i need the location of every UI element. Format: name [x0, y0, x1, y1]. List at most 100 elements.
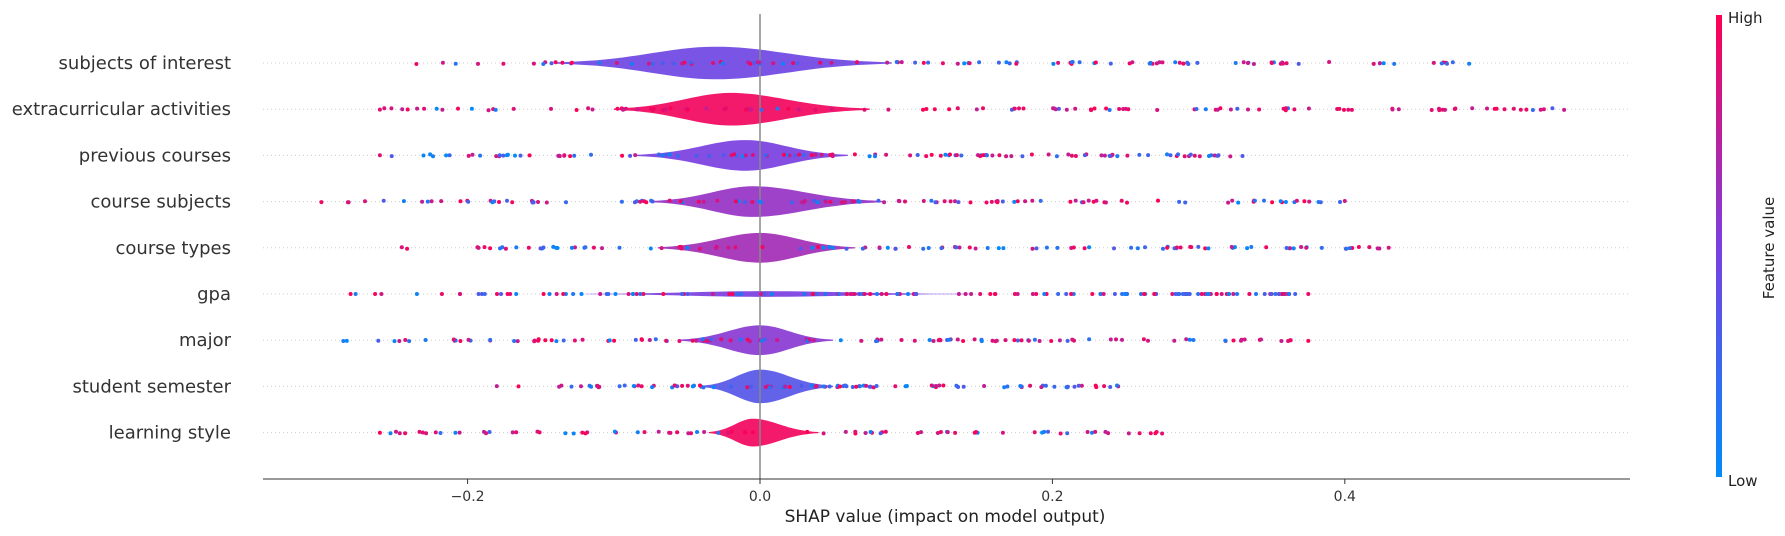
point-learning-style [656, 429, 661, 434]
point-course-subjects [1119, 198, 1124, 203]
point-course-types [885, 245, 890, 250]
point-extracurricular-activities [947, 107, 952, 112]
point-course-types [1034, 246, 1039, 251]
point-course-types [526, 245, 531, 250]
point-subjects-of-interest [1173, 60, 1178, 65]
point-subjects-of-interest [1381, 61, 1386, 66]
point-previous-courses [867, 154, 872, 159]
point-course-subjects [510, 200, 515, 205]
point-previous-courses [501, 153, 506, 158]
point-course-subjects [701, 199, 706, 204]
point-previous-courses [1240, 154, 1245, 158]
point-learning-style [743, 430, 747, 435]
point-student-semester [874, 384, 879, 388]
point-course-subjects [667, 198, 672, 203]
point-course-types [733, 245, 738, 250]
point-course-types [1249, 245, 1254, 249]
point-course-types [1055, 245, 1060, 250]
point-student-semester [787, 385, 792, 389]
point-extracurricular-activities [1337, 106, 1342, 111]
point-extracurricular-activities [1502, 107, 1507, 112]
point-learning-style [953, 430, 958, 435]
point-course-subjects [1183, 200, 1188, 205]
point-learning-style [883, 429, 888, 434]
point-previous-courses [981, 153, 986, 158]
point-gpa [963, 292, 968, 296]
point-student-semester [569, 384, 574, 389]
point-student-semester [1115, 383, 1119, 388]
feature-label-course-subjects: course subjects [90, 192, 231, 213]
point-previous-courses [447, 153, 452, 158]
point-previous-courses [660, 153, 665, 158]
point-course-types [985, 246, 990, 250]
point-learning-style [716, 430, 721, 435]
point-previous-courses [556, 153, 561, 158]
point-subjects-of-interest [1181, 61, 1186, 66]
point-learning-style [675, 430, 680, 435]
point-extracurricular-activities [1429, 108, 1434, 112]
point-major [607, 338, 612, 343]
point-student-semester [685, 383, 690, 388]
point-major [532, 338, 537, 343]
x-tick-label: 0.4 [1334, 489, 1356, 505]
point-learning-style [1046, 429, 1050, 434]
point-student-semester [631, 384, 636, 388]
point-subjects-of-interest [1431, 60, 1436, 65]
point-previous-courses [667, 152, 672, 157]
point-course-subjects [619, 199, 624, 204]
point-previous-courses [809, 153, 814, 158]
point-course-types [1178, 245, 1183, 250]
point-gpa [1187, 292, 1192, 296]
point-major [708, 337, 713, 342]
point-course-types [831, 245, 836, 250]
point-student-semester [867, 384, 872, 389]
point-previous-courses [954, 153, 959, 158]
point-learning-style [1032, 430, 1037, 435]
point-major [397, 339, 402, 343]
point-subjects-of-interest [746, 60, 751, 65]
point-extracurricular-activities [1538, 107, 1543, 112]
point-learning-style [453, 430, 458, 435]
point-student-semester [941, 383, 946, 388]
point-gpa [561, 292, 566, 296]
point-subjects-of-interest [996, 60, 1001, 65]
point-major [1306, 338, 1311, 343]
point-course-types [821, 245, 826, 250]
point-previous-courses [1066, 152, 1071, 157]
point-course-subjects [490, 200, 495, 205]
point-course-subjects [800, 200, 805, 205]
point-course-types [1304, 245, 1309, 250]
point-subjects-of-interest [752, 61, 757, 65]
point-major [947, 337, 952, 342]
point-course-types [996, 246, 1001, 251]
point-major [376, 338, 381, 343]
point-gpa [1056, 292, 1061, 296]
point-student-semester [748, 384, 753, 389]
point-course-types [1284, 246, 1289, 250]
point-student-semester [783, 384, 788, 389]
point-extracurricular-activities [1089, 108, 1094, 113]
point-learning-style [417, 429, 422, 434]
point-course-subjects [933, 200, 938, 205]
point-subjects-of-interest [720, 61, 725, 66]
point-major [1003, 338, 1008, 343]
point-major [677, 339, 682, 343]
point-subjects-of-interest [913, 60, 918, 65]
point-gpa [1206, 292, 1211, 296]
point-extracurricular-activities [981, 106, 985, 111]
point-course-subjects [995, 200, 1000, 205]
point-gpa [1219, 292, 1224, 296]
point-previous-courses [664, 152, 669, 157]
point-learning-style [1137, 431, 1142, 436]
point-extracurricular-activities [932, 107, 937, 112]
point-major [990, 338, 995, 343]
point-major [759, 338, 764, 343]
point-extracurricular-activities [549, 106, 553, 111]
point-extracurricular-activities [1073, 106, 1078, 111]
violin-course-types [657, 232, 855, 263]
point-student-semester [650, 385, 655, 390]
point-major [1172, 338, 1177, 343]
point-previous-courses [1046, 152, 1051, 157]
point-subjects-of-interest [818, 60, 823, 65]
point-previous-courses [721, 153, 726, 157]
